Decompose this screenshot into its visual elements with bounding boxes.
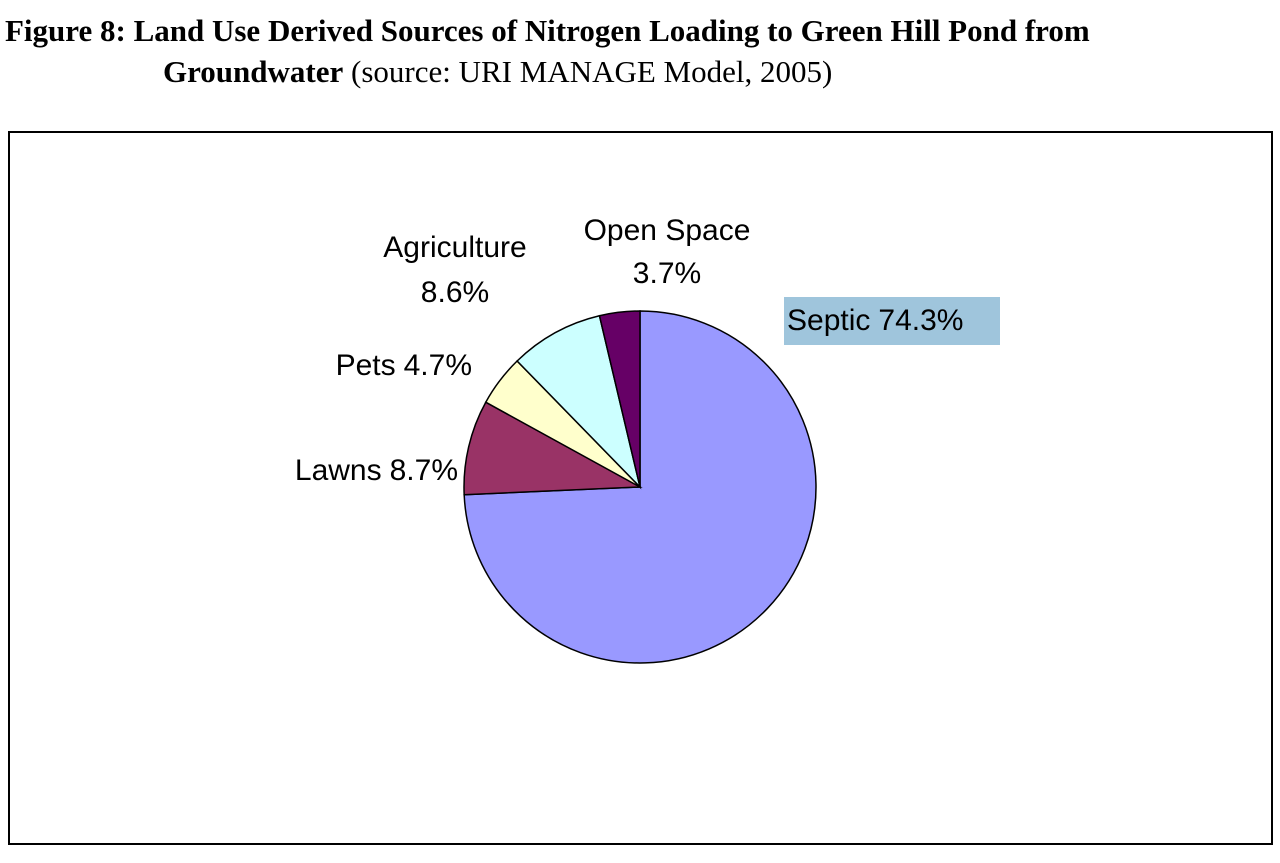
pie-slice (598, 310, 641, 488)
chart-subtitle: (source: URI MANAGE Model, 2005) (351, 54, 833, 89)
label-category: Pets (336, 349, 396, 382)
pie-slice (463, 401, 643, 496)
title-block: Figure 8: Land Use Derived Sources of Ni… (0, 10, 1275, 92)
label-category: Lawns (295, 454, 382, 487)
data-label: Agriculture 8.6% (383, 231, 526, 309)
label-highlight (784, 297, 1000, 345)
data-label: Lawns 8.7% (295, 454, 458, 487)
label-value: 8.6% (421, 276, 489, 309)
label-value: 8.7% (390, 454, 458, 487)
chart-title: Figure 8: Land Use Derived Sources of Ni… (5, 13, 1090, 89)
label-category: Open Space (584, 214, 751, 247)
data-label: Septic 74.3% (787, 304, 963, 337)
label-category: Agriculture (383, 231, 526, 264)
data-label: Open Space 3.7% (584, 214, 751, 290)
label-category: Septic (787, 304, 870, 337)
label-value: 74.3% (878, 304, 963, 337)
chart-frame (8, 131, 1273, 845)
label-value: 4.7% (404, 349, 472, 382)
data-label: Pets 4.7% (336, 349, 472, 382)
label-value: 3.7% (633, 257, 701, 290)
